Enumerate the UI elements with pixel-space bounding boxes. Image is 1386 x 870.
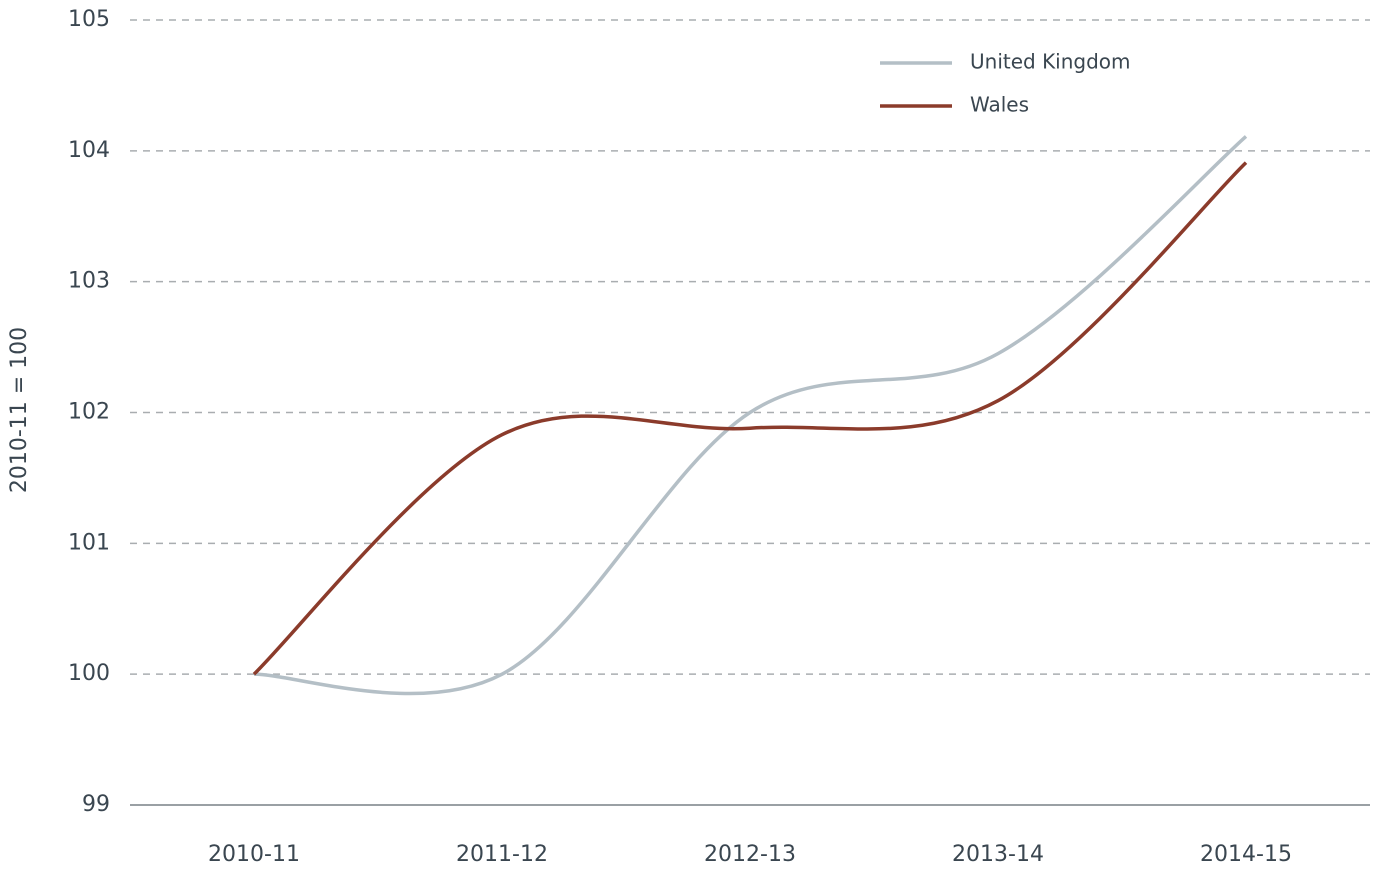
y-tick-label: 104 [68, 138, 110, 163]
series-line [252, 161, 1248, 676]
y-tick-label: 103 [68, 269, 110, 294]
y-tick-label: 105 [68, 7, 110, 32]
x-tick-label: 2014-15 [1200, 842, 1292, 867]
x-tick-label: 2012-13 [704, 842, 796, 867]
y-tick-label: 99 [82, 792, 110, 817]
y-tick-label: 101 [68, 530, 110, 555]
y-axis-title: 2010-11 = 100 [7, 327, 32, 493]
x-tick-label: 2010-11 [208, 842, 300, 867]
x-tick-label: 2011-12 [456, 842, 548, 867]
legend-label: United Kingdom [970, 50, 1131, 74]
series-line [253, 135, 1248, 696]
y-tick-label: 102 [68, 400, 110, 425]
legend-label: Wales [970, 93, 1029, 117]
x-tick-label: 2013-14 [952, 842, 1044, 867]
y-tick-label: 100 [68, 661, 110, 686]
